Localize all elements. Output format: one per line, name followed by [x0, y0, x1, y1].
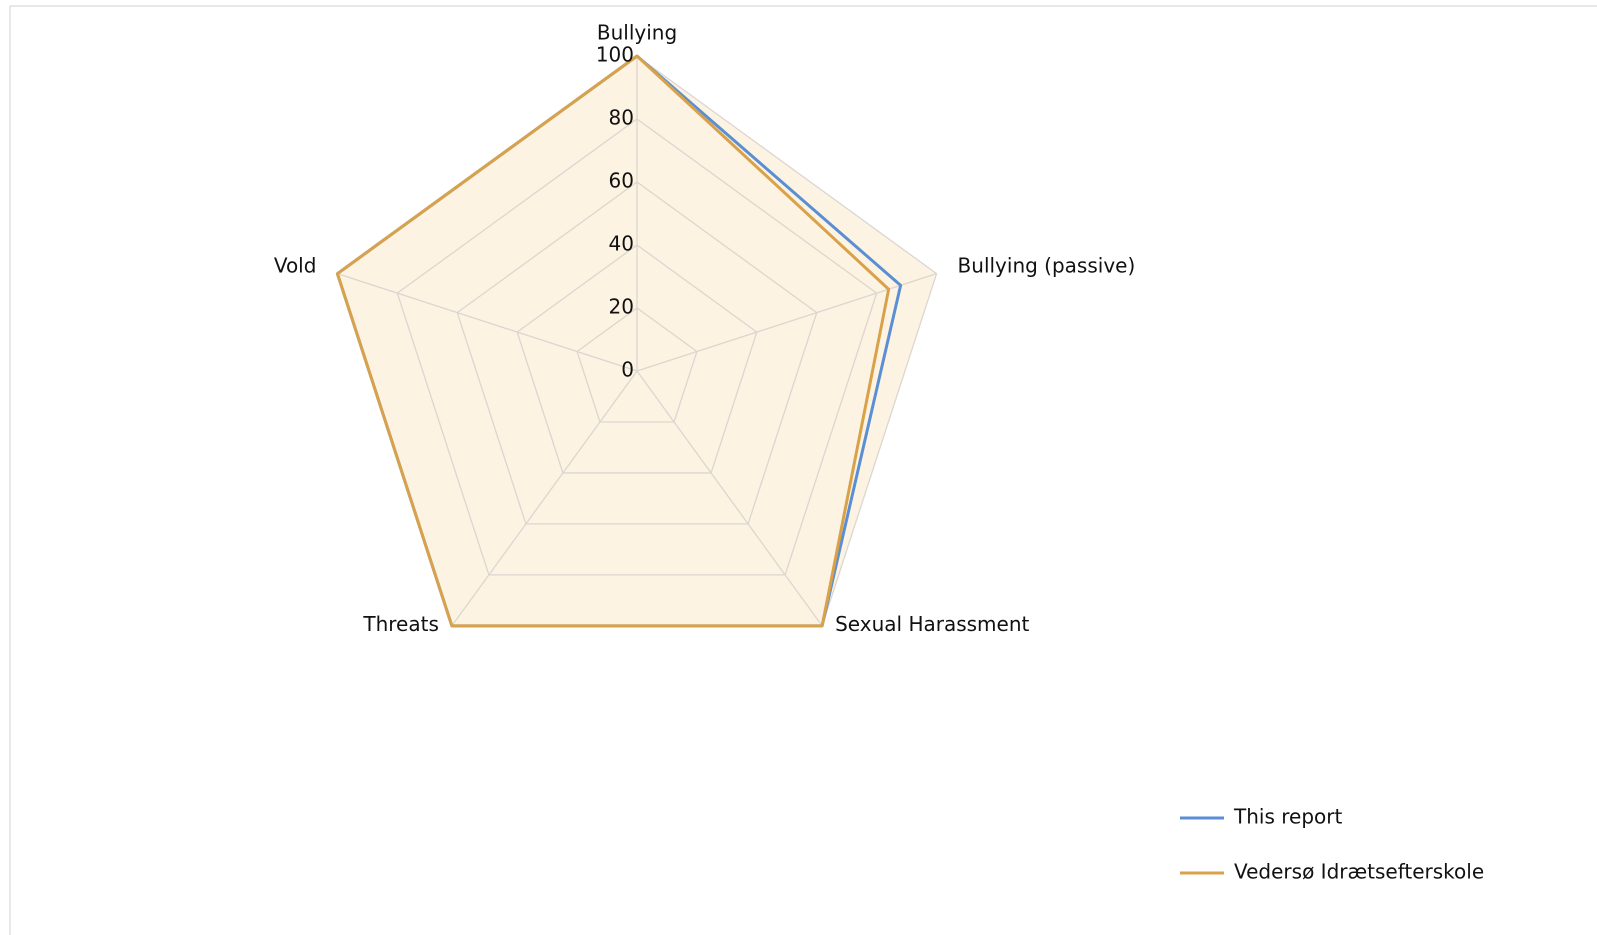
frame: [9, 5, 1597, 935]
category-label: Vold: [274, 253, 317, 277]
series-line: [335, 54, 891, 628]
spoke: [337, 273, 638, 372]
grid-line: [516, 244, 758, 474]
legend-label: This report: [1233, 805, 1342, 829]
category-label: Bullying: [597, 20, 677, 44]
grid-line: [576, 307, 698, 423]
r-tick-label: 60: [609, 169, 634, 193]
category-label: Threats: [362, 612, 439, 636]
spoke: [636, 370, 823, 627]
r-tick-label: 80: [609, 106, 634, 130]
grid-line: [456, 181, 818, 525]
spoke: [636, 273, 937, 372]
legend-label: Vedersø Idrætsefterskole: [1234, 860, 1484, 884]
r-tick-label: 100: [596, 43, 634, 67]
spoke: [451, 370, 638, 627]
r-tick-label: 20: [609, 295, 634, 319]
category-label: Bullying (passive): [958, 253, 1136, 277]
category-label: Sexual Harassment: [835, 612, 1029, 636]
r-tick-label: 40: [609, 232, 634, 256]
r-tick-label: 0: [621, 358, 634, 382]
grid-line: [396, 118, 878, 576]
